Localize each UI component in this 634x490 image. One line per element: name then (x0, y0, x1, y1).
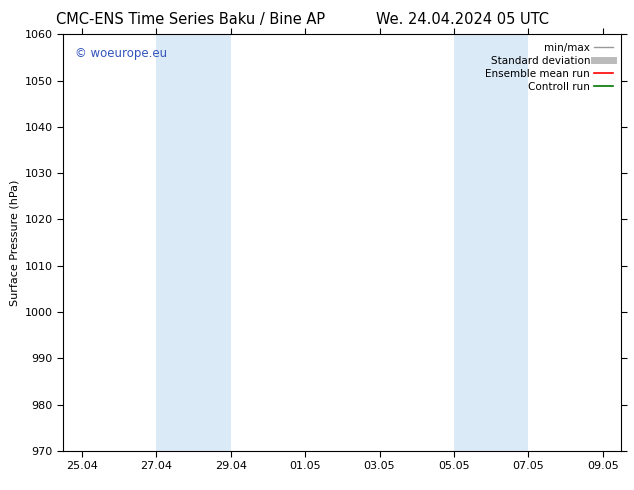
Bar (157, 34, 231, 451)
Bar (454, 34, 528, 451)
Y-axis label: Surface Pressure (hPa): Surface Pressure (hPa) (10, 179, 19, 306)
Text: © woeurope.eu: © woeurope.eu (75, 47, 167, 60)
Text: We. 24.04.2024 05 UTC: We. 24.04.2024 05 UTC (377, 12, 549, 27)
Text: CMC-ENS Time Series Baku / Bine AP: CMC-ENS Time Series Baku / Bine AP (56, 12, 325, 27)
Legend: min/max, Standard deviation, Ensemble mean run, Controll run: min/max, Standard deviation, Ensemble me… (482, 40, 616, 95)
